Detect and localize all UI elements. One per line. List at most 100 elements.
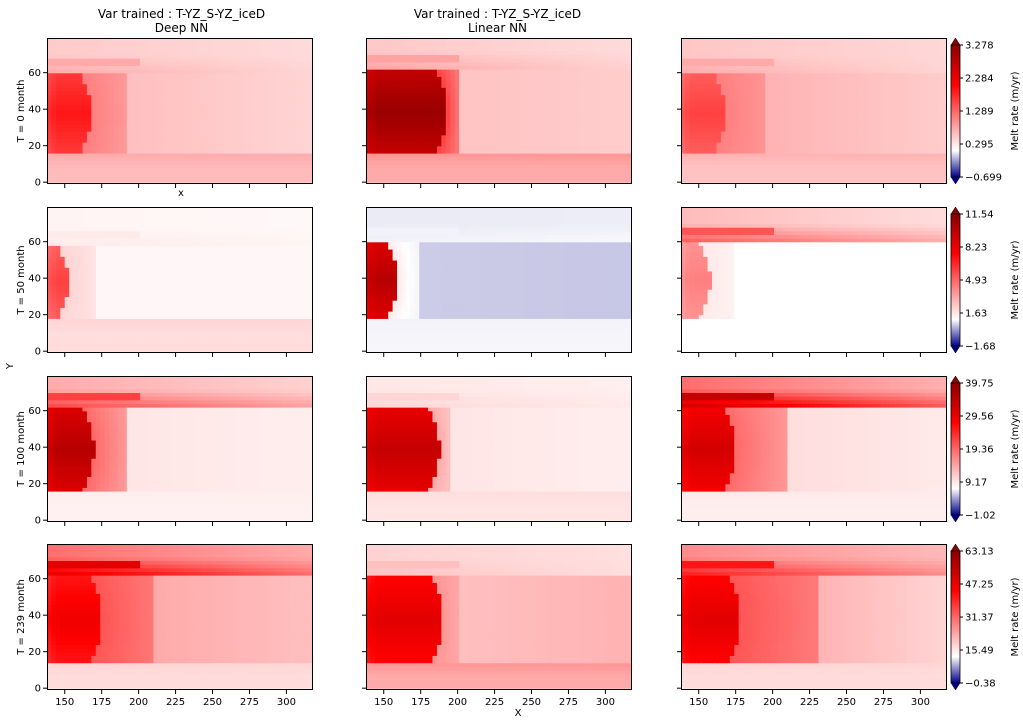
heatmap-cell: [587, 76, 593, 81]
heatmap-cell: [583, 58, 589, 63]
heatmap-cell: [86, 120, 92, 125]
heatmap-cell: [126, 120, 132, 125]
heatmap-cell: [69, 171, 75, 176]
heatmap-cell: [472, 134, 478, 139]
heatmap-cell: [135, 163, 141, 169]
heatmap-cell: [410, 134, 416, 139]
heatmap-cell: [193, 167, 199, 172]
heatmap-cell: [148, 94, 154, 99]
heatmap-cell: [578, 131, 584, 136]
heatmap-cell: [538, 43, 544, 48]
heatmap-cell: [432, 160, 438, 165]
heatmap-cell: [450, 69, 456, 74]
heatmap-cell: [366, 94, 372, 99]
heatmap-cell: [516, 72, 522, 77]
heatmap-cell: [157, 105, 163, 110]
heatmap-cell: [122, 109, 128, 114]
heatmap-cell: [578, 69, 584, 74]
heatmap-cell: [516, 109, 522, 114]
heatmap-cell: [295, 152, 301, 158]
heatmap-cell: [481, 58, 487, 63]
heatmap-cell: [436, 47, 442, 52]
heatmap-cell: [242, 79, 248, 85]
heatmap-cell: [530, 50, 536, 56]
heatmap-cell: [104, 69, 110, 74]
heatmap-cell: [374, 167, 380, 172]
heatmap-cell: [592, 152, 598, 158]
heatmap-cell: [605, 61, 611, 66]
heatmap-cell: [494, 156, 500, 161]
heatmap-cell: [202, 90, 208, 96]
heatmap-cell: [131, 39, 137, 45]
heatmap-cell: [188, 69, 194, 74]
heatmap-cell: [578, 127, 584, 132]
heatmap-cell: [202, 101, 208, 107]
heatmap-cell: [60, 138, 66, 143]
heatmap-cell: [423, 116, 429, 121]
panel-r1-c3: [677, 38, 947, 188]
heatmap-cell: [295, 131, 301, 136]
heatmap-cell: [503, 116, 509, 121]
heatmap-cell: [530, 76, 536, 81]
heatmap-cell: [281, 90, 287, 96]
heatmap-cell: [197, 152, 203, 158]
heatmap-cell: [153, 123, 159, 129]
col1-title-line2: Deep NN: [155, 21, 208, 35]
heatmap-cell: [569, 61, 575, 66]
heatmap-cell: [472, 156, 478, 161]
heatmap-cell: [592, 131, 598, 136]
heatmap-cell: [463, 98, 469, 103]
heatmap-cell: [166, 79, 172, 85]
heatmap-cell: [370, 87, 376, 92]
heatmap-cell: [423, 171, 429, 176]
heatmap-cell: [140, 171, 146, 176]
heatmap-cell: [423, 101, 429, 107]
heatmap-cell: [383, 174, 389, 180]
heatmap-cell: [436, 142, 442, 147]
heatmap-cell: [436, 98, 442, 103]
heatmap-cell: [450, 98, 456, 103]
heatmap-cell: [82, 76, 88, 81]
heatmap-cell: [219, 101, 225, 107]
heatmap-cell: [193, 116, 199, 121]
heatmap-cell: [410, 98, 416, 103]
heatmap-cell: [627, 123, 632, 129]
heatmap-cell: [148, 142, 154, 147]
heatmap-cell: [86, 127, 92, 132]
heatmap-cell: [490, 178, 496, 183]
heatmap-cell: [392, 83, 398, 88]
heatmap-cell: [530, 171, 536, 176]
heatmap-cell: [414, 61, 420, 66]
heatmap-cell: [228, 43, 234, 48]
heatmap-cell: [144, 105, 150, 110]
heatmap-cell: [148, 47, 154, 52]
heatmap-cell: [228, 160, 234, 165]
heatmap-cell: [131, 38, 137, 41]
heatmap-cell: [228, 142, 234, 147]
heatmap-cell: [609, 43, 615, 48]
heatmap-cell: [490, 39, 496, 45]
heatmap-cell: [122, 54, 128, 59]
heatmap-cell: [445, 47, 451, 52]
heatmap-cell: [401, 98, 407, 103]
heatmap-cell: [392, 79, 398, 85]
heatmap-cell: [379, 65, 385, 70]
heatmap-cell: [193, 38, 199, 41]
heatmap-cell: [171, 54, 177, 59]
heatmap-cell: [47, 120, 53, 125]
heatmap-cell: [51, 47, 57, 52]
heatmap-cell: [525, 38, 531, 41]
heatmap-cell: [91, 163, 97, 169]
heatmap-cell: [556, 50, 562, 56]
heatmap-cell: [109, 43, 115, 48]
heatmap-cell: [454, 116, 460, 121]
heatmap-cell: [405, 160, 411, 165]
heatmap-cell: [131, 94, 137, 99]
heatmap-cell: [308, 138, 313, 143]
heatmap-cell: [246, 79, 252, 85]
heatmap-cell: [166, 72, 172, 77]
heatmap-cell: [379, 83, 385, 88]
heatmap-cell: [242, 134, 248, 139]
heatmap-cell: [255, 83, 261, 88]
heatmap-cell: [587, 69, 593, 74]
